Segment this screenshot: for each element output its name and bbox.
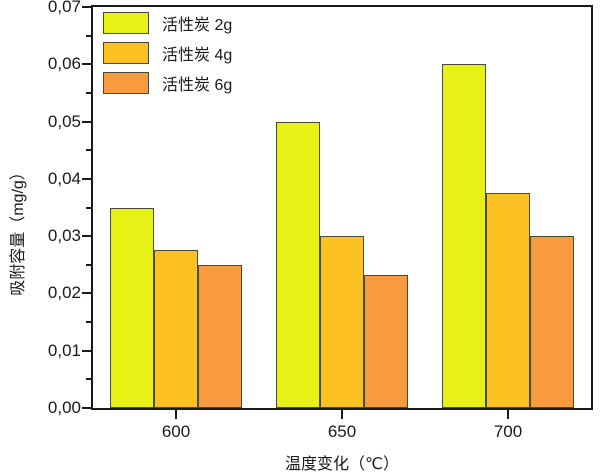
bars-layer [93,7,591,408]
x-tick-label: 700 [493,422,523,441]
x-major-tick [175,410,177,419]
y-major-tick [82,6,91,8]
y-minor-tick [86,206,91,209]
y-minor-tick [86,321,91,324]
x-tick-label: 600 [161,422,191,441]
y-minor-tick [86,378,91,381]
legend-label-1: 活性炭 2g [162,17,233,34]
y-major-tick [82,63,91,66]
bar-700-series2 [486,193,530,408]
y-tick-label: 0,06 [47,54,81,74]
y-major-tick [82,120,91,123]
y-minor-tick [86,91,91,94]
y-tick-label: 0,04 [47,168,81,188]
legend-row-1: 活性炭 2g [103,11,232,35]
bar-600-series3 [198,264,242,408]
y-minor-tick [86,263,91,266]
x-major-tick [507,410,509,419]
x-tick-label: 650 [327,422,357,441]
bar-600-series2 [154,250,198,408]
bar-700-series3 [530,236,574,408]
y-tick-label: 0,00 [47,398,81,417]
legend-label-3: 活性炭 6g [162,77,233,94]
y-major-tick [82,407,91,409]
bar-650-series3 [364,274,408,408]
y-major-tick [82,235,91,238]
legend-swatch-2 [103,42,149,64]
x-major-tick [341,410,343,419]
y-major-tick [82,349,91,352]
y-tick-label: 0,01 [47,340,81,360]
y-tick-label: 0,02 [47,283,81,303]
y-tick-label: 0,03 [47,226,81,246]
bar-600-series1 [110,207,154,408]
y-minor-tick [86,149,91,152]
legend-row-3: 活性炭 6g [103,71,232,95]
bar-650-series1 [276,121,320,408]
y-axis-title: 吸附容量（mg/g） [10,164,27,296]
y-major-tick [82,177,91,180]
legend: 活性炭 2g 活性炭 4g 活性炭 6g [103,11,232,101]
plot-area: 0,00 0,01 0,02 0,03 0,04 0,05 0,06 0,07 600 650 70… [48,0,593,441]
legend-row-2: 活性炭 4g [103,41,232,65]
x-axis-title: 温度变化（℃） [285,456,399,473]
bar-650-series2 [320,236,364,408]
legend-label-2: 活性炭 4g [162,47,233,64]
bar-700-series1 [442,64,486,408]
y-tick-label: 0,05 [47,111,81,131]
ticks-layer: 0,00 0,01 0,02 0,03 0,04 0,05 0,06 0,07 600 650 70… [48,0,591,441]
legend-swatch-3 [103,72,149,94]
y-minor-tick [86,34,91,37]
y-tick-label: 0,07 [47,0,81,16]
y-major-tick [82,292,91,295]
legend-swatch-1 [103,12,149,34]
